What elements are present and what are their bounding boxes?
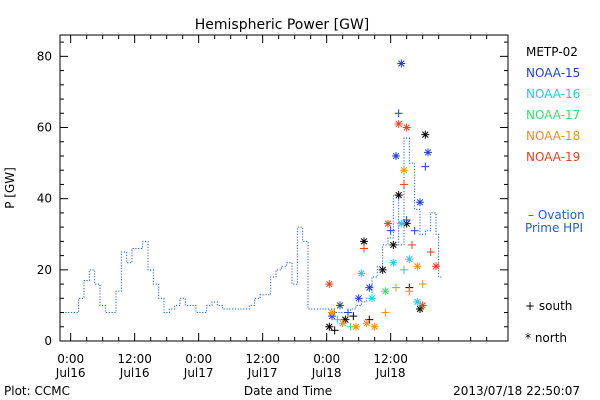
north-point-noaa-18	[413, 262, 422, 271]
north-point-noaa-18	[338, 319, 347, 328]
x-tick-label-date: Jul16	[55, 366, 86, 380]
north-point-noaa-16	[413, 297, 422, 306]
north-point-noaa-19	[402, 123, 411, 132]
south-point-metp-02	[349, 312, 358, 321]
ovation-series	[65, 137, 442, 314]
north-point-noaa-16	[357, 269, 366, 278]
north-point-noaa-16	[397, 219, 406, 228]
north-point-metp-02	[378, 265, 387, 274]
north-point-noaa-19	[384, 219, 392, 228]
north-point-noaa-17	[381, 287, 390, 296]
x-tick-label-date: Jul16	[119, 366, 150, 380]
south-point-noaa-15	[394, 109, 403, 118]
south-point-noaa-18	[392, 283, 400, 292]
legend-ovation-line2: Prime HPI	[525, 221, 583, 235]
x-tick-label-date: Jul17	[247, 366, 278, 380]
ovation-line	[65, 137, 442, 314]
south-point-noaa-18	[381, 308, 390, 317]
legend: – Ovation Prime HPI + south * north METP…	[525, 45, 585, 345]
chart-title: Hemispheric Power [GW]	[195, 17, 370, 33]
x-tick-label-time: 0:00	[57, 352, 84, 366]
south-point-noaa-16	[333, 315, 342, 324]
south-point-noaa-15	[386, 226, 395, 235]
north-point-noaa-19	[325, 280, 334, 289]
legend-north: * north	[525, 331, 567, 345]
legend-noaa-19: NOAA-19	[526, 150, 580, 164]
x-tick-label-time: 0:00	[313, 352, 340, 366]
plot-frame	[59, 34, 509, 342]
x-tick-label-date: Jul18	[375, 366, 406, 380]
north-point-metp-02	[360, 237, 368, 246]
x-tick-label-date: Jul17	[183, 366, 214, 380]
north-point-noaa-15	[365, 283, 374, 292]
footer-plot-credit: Plot: CCMC	[4, 384, 70, 398]
south-point-noaa-15	[402, 216, 411, 225]
south-point-noaa-18	[418, 280, 427, 289]
x-tick-label-time: 12:00	[245, 352, 280, 366]
north-point-metp-02	[389, 240, 398, 249]
north-point-noaa-19	[432, 262, 440, 271]
x-tick-label-time: 12:00	[117, 352, 152, 366]
legend-south: + south	[525, 299, 572, 313]
legend-noaa-18: NOAA-18	[526, 129, 580, 143]
satellite-points	[325, 59, 440, 335]
north-point-noaa-18	[352, 322, 360, 331]
north-point-noaa-19	[394, 119, 403, 128]
north-point-noaa-15	[424, 148, 432, 157]
north-point-metp-02	[394, 191, 403, 200]
north-point-noaa-19	[418, 301, 427, 310]
y-tick-label: 0	[44, 334, 52, 348]
legend-noaa-16: NOAA-16	[526, 87, 580, 101]
north-point-metp-02	[416, 304, 424, 313]
legend-ovation-line1: – Ovation	[528, 208, 585, 222]
south-point-noaa-19	[426, 248, 435, 257]
north-point-noaa-18	[370, 322, 379, 331]
north-point-noaa-16	[389, 258, 398, 267]
north-point-noaa-15	[392, 151, 400, 160]
south-point-noaa-18	[405, 287, 414, 296]
north-point-noaa-16	[405, 255, 414, 264]
south-point-noaa-19	[400, 180, 408, 189]
legend-metp-02: METP-02	[526, 45, 578, 59]
south-point-noaa-19	[408, 240, 416, 249]
legend-noaa-17: NOAA-17	[526, 108, 580, 122]
north-point-noaa-15	[336, 301, 344, 310]
y-axis-label: P [GW]	[3, 167, 17, 209]
north-point-metp-02	[421, 130, 430, 139]
north-point-noaa-15	[354, 294, 363, 303]
x-tick-label-time: 12:00	[373, 352, 408, 366]
y-tick-label: 60	[37, 121, 52, 135]
south-point-noaa-15	[344, 308, 352, 317]
north-point-noaa-18	[328, 308, 336, 317]
north-point-noaa-18	[400, 166, 408, 175]
axes: 0204060800:00Jul1612:00Jul160:00Jul1712:…	[37, 35, 508, 380]
x-tick-label-time: 0:00	[185, 352, 212, 366]
y-tick-label: 80	[37, 49, 52, 63]
south-point-noaa-19	[360, 244, 368, 253]
south-point-noaa-15	[410, 226, 419, 235]
south-point-noaa-15	[421, 162, 430, 171]
legend-noaa-15: NOAA-15	[526, 66, 580, 80]
south-point-noaa-16	[400, 265, 408, 274]
x-axis-label: Date and Time	[244, 384, 332, 398]
south-point-metp-02	[330, 326, 339, 335]
north-point-noaa-16	[368, 294, 376, 303]
x-tick-label-date: Jul18	[311, 366, 342, 380]
y-tick-label: 20	[37, 263, 52, 277]
footer-timestamp: 2013/07/18 22:50:07	[453, 384, 580, 398]
y-tick-label: 40	[37, 192, 52, 206]
north-point-noaa-15	[416, 198, 424, 207]
north-point-noaa-15	[397, 59, 406, 68]
north-point-metp-02	[325, 322, 334, 331]
north-point-noaa-18	[362, 319, 371, 328]
